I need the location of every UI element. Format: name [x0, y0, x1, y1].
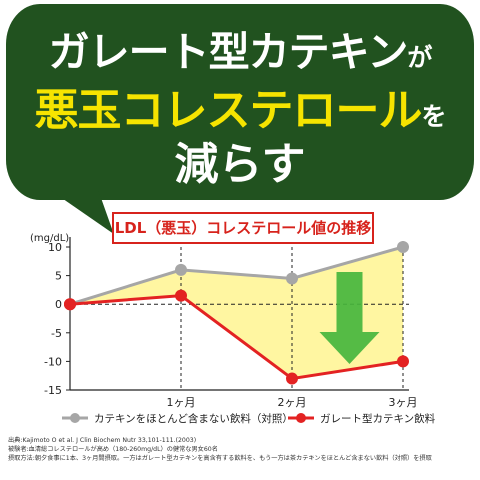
series-point-gallate — [175, 289, 187, 302]
y-tick-label: 5 — [55, 270, 62, 283]
source-citation: 出典:Kajimoto O et al. J Clin Biochem Nutr… — [8, 437, 197, 444]
y-tick-label: -15 — [44, 384, 62, 397]
x-tick-label: 2ヶ月 — [278, 396, 307, 409]
series-point-control — [397, 241, 409, 253]
headline-line-1: ガレート型カテキンが — [0, 18, 480, 78]
headline-line-1-text: ガレート型カテキン — [48, 28, 409, 76]
y-tick-label: -5 — [51, 327, 62, 340]
source-subjects: 被験者:血清総コレステロールが高め（180-260mg/dL）の健常な男女60名 — [8, 446, 218, 453]
legend-label: ガレート型カテキン飲料 — [320, 412, 436, 425]
x-tick-label: 1ヶ月 — [167, 396, 196, 409]
chart-title: LDL（悪玉）コレステロール値の推移 — [112, 212, 374, 244]
headline-line-2-particle: を — [421, 102, 446, 131]
headline-line-3: 減らす — [174, 139, 306, 190]
y-axis-label: (mg/dL) — [30, 233, 69, 244]
headline-line-2: 悪玉コレステロールを — [0, 74, 480, 138]
series-point-control — [175, 263, 187, 276]
legend-label: カテキンをほとんど含まない飲料（対照） — [94, 412, 293, 425]
headline-banner — [6, 4, 474, 200]
x-tick-label: 3ヶ月 — [389, 396, 418, 409]
series-point-control — [286, 272, 298, 285]
y-tick-label: 0 — [55, 298, 62, 311]
legend-swatch-marker — [70, 413, 80, 423]
origin-point — [64, 298, 76, 311]
headline-line-1-particle: が — [407, 43, 432, 72]
series-point-gallate — [286, 372, 298, 385]
y-tick-label: -10 — [44, 355, 62, 368]
source-method: 摂取方法:朝夕食事に1本、3ヶ月間摂取。一方はガレート型カテキンを高含有する飲料… — [8, 455, 432, 462]
y-tick-label: 10 — [48, 241, 62, 254]
series-point-gallate — [397, 355, 409, 368]
source-notes: 出典:Kajimoto O et al. J Clin Biochem Nutr… — [8, 436, 478, 463]
decrease-arrow — [319, 272, 380, 364]
legend-swatch-marker — [296, 413, 306, 423]
series-line-gallate — [69, 294, 404, 381]
headline-line-2-text: 悪玉コレステロール — [34, 85, 422, 136]
series-line-control — [69, 245, 404, 306]
